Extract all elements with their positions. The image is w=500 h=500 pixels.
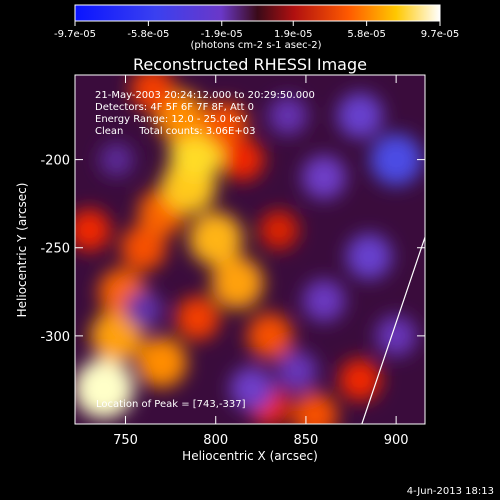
y-axis-label: Heliocentric Y (arcsec)	[15, 183, 29, 318]
heatmap-blob	[346, 233, 392, 280]
heatmap-blob	[229, 366, 274, 411]
colorbar-ticks: -9.7e-05 -5.8e-05 -1.9e-05 1.9e-05 5.8e-05 9.…	[54, 21, 459, 40]
x-tick-label: 750	[113, 433, 138, 448]
y-axis-ticks: -200 -250 -300	[40, 154, 425, 345]
annotation-block: 21-May-2003 20:24:12.000 to 20:29:50.000…	[95, 90, 315, 137]
heatmap-blob	[99, 142, 134, 177]
y-tick-label: -200	[40, 154, 70, 169]
x-axis-ticks: 750 800 850 900	[113, 75, 409, 448]
heatmap-blob	[276, 350, 318, 392]
heatmap-blob	[75, 358, 134, 419]
colorbar-unit-label: (photons cm-2 s-1 asec-2)	[190, 40, 321, 51]
heatmap-blob	[337, 92, 383, 139]
heatmap-blob	[247, 313, 293, 359]
colorbar-tick-label: 5.8e-05	[347, 29, 385, 40]
heatmap-blob	[292, 392, 338, 424]
plot-frame	[74, 74, 426, 425]
chart-title: Reconstructed RHESSI Image	[133, 55, 367, 74]
heatmap-blob	[188, 212, 243, 266]
heatmap-blob	[268, 95, 308, 136]
heatmap-blob	[175, 296, 220, 341]
x-tick-label: 800	[203, 433, 228, 448]
y-tick-label: -300	[40, 330, 70, 345]
heatmap-blob	[130, 75, 175, 112]
colorbar-tick-label: -9.7e-05	[54, 29, 96, 40]
annotation-energy-range: Energy Range: 12.0 - 25.0 keV	[95, 114, 248, 125]
annotation-detectors: Detectors: 4F 5F 6F 7F 8F, Att 0	[95, 102, 254, 113]
annotation-time-range: 21-May-2003 20:24:12.000 to 20:29:50.000	[95, 90, 315, 101]
heatmap-blob	[75, 208, 111, 252]
annotation-counts: Clean Total counts: 3.06E+03	[95, 126, 255, 137]
heatmap-blob	[338, 358, 382, 402]
colorbar-tick-label: 1.9e-05	[274, 29, 312, 40]
peak-location-label: Location of Peak = [743,-337]	[96, 399, 246, 410]
heatmap-blob	[221, 138, 264, 181]
heatmap-blob	[211, 256, 264, 309]
solar-limb-line	[361, 236, 425, 424]
heatmap-blob	[120, 224, 167, 271]
x-axis-label: Heliocentric X (arcsec)	[182, 449, 318, 463]
heatmap-blob	[302, 279, 346, 322]
heatmap-blob	[136, 337, 187, 388]
heatmap-blob	[201, 101, 248, 148]
x-tick-label: 850	[294, 433, 319, 448]
heatmap-blob	[301, 155, 346, 200]
colorbar-tick-label: -1.9e-05	[201, 29, 243, 40]
heatmap-blob	[90, 309, 143, 362]
heatmap-blob	[370, 133, 423, 186]
colorbar-tick-label: 9.7e-05	[421, 29, 459, 40]
y-tick-label: -250	[40, 242, 70, 257]
heatmap-blob	[375, 315, 417, 357]
colorbar-tick-label: -5.8e-05	[127, 29, 169, 40]
footer-timestamp: 4-Jun-2013 18:13	[407, 486, 494, 497]
heatmap-blob	[259, 210, 299, 250]
colorbar	[74, 4, 441, 22]
heatmap-blob	[124, 290, 163, 329]
heatmap-blobs	[75, 75, 423, 424]
x-tick-label: 900	[384, 433, 409, 448]
